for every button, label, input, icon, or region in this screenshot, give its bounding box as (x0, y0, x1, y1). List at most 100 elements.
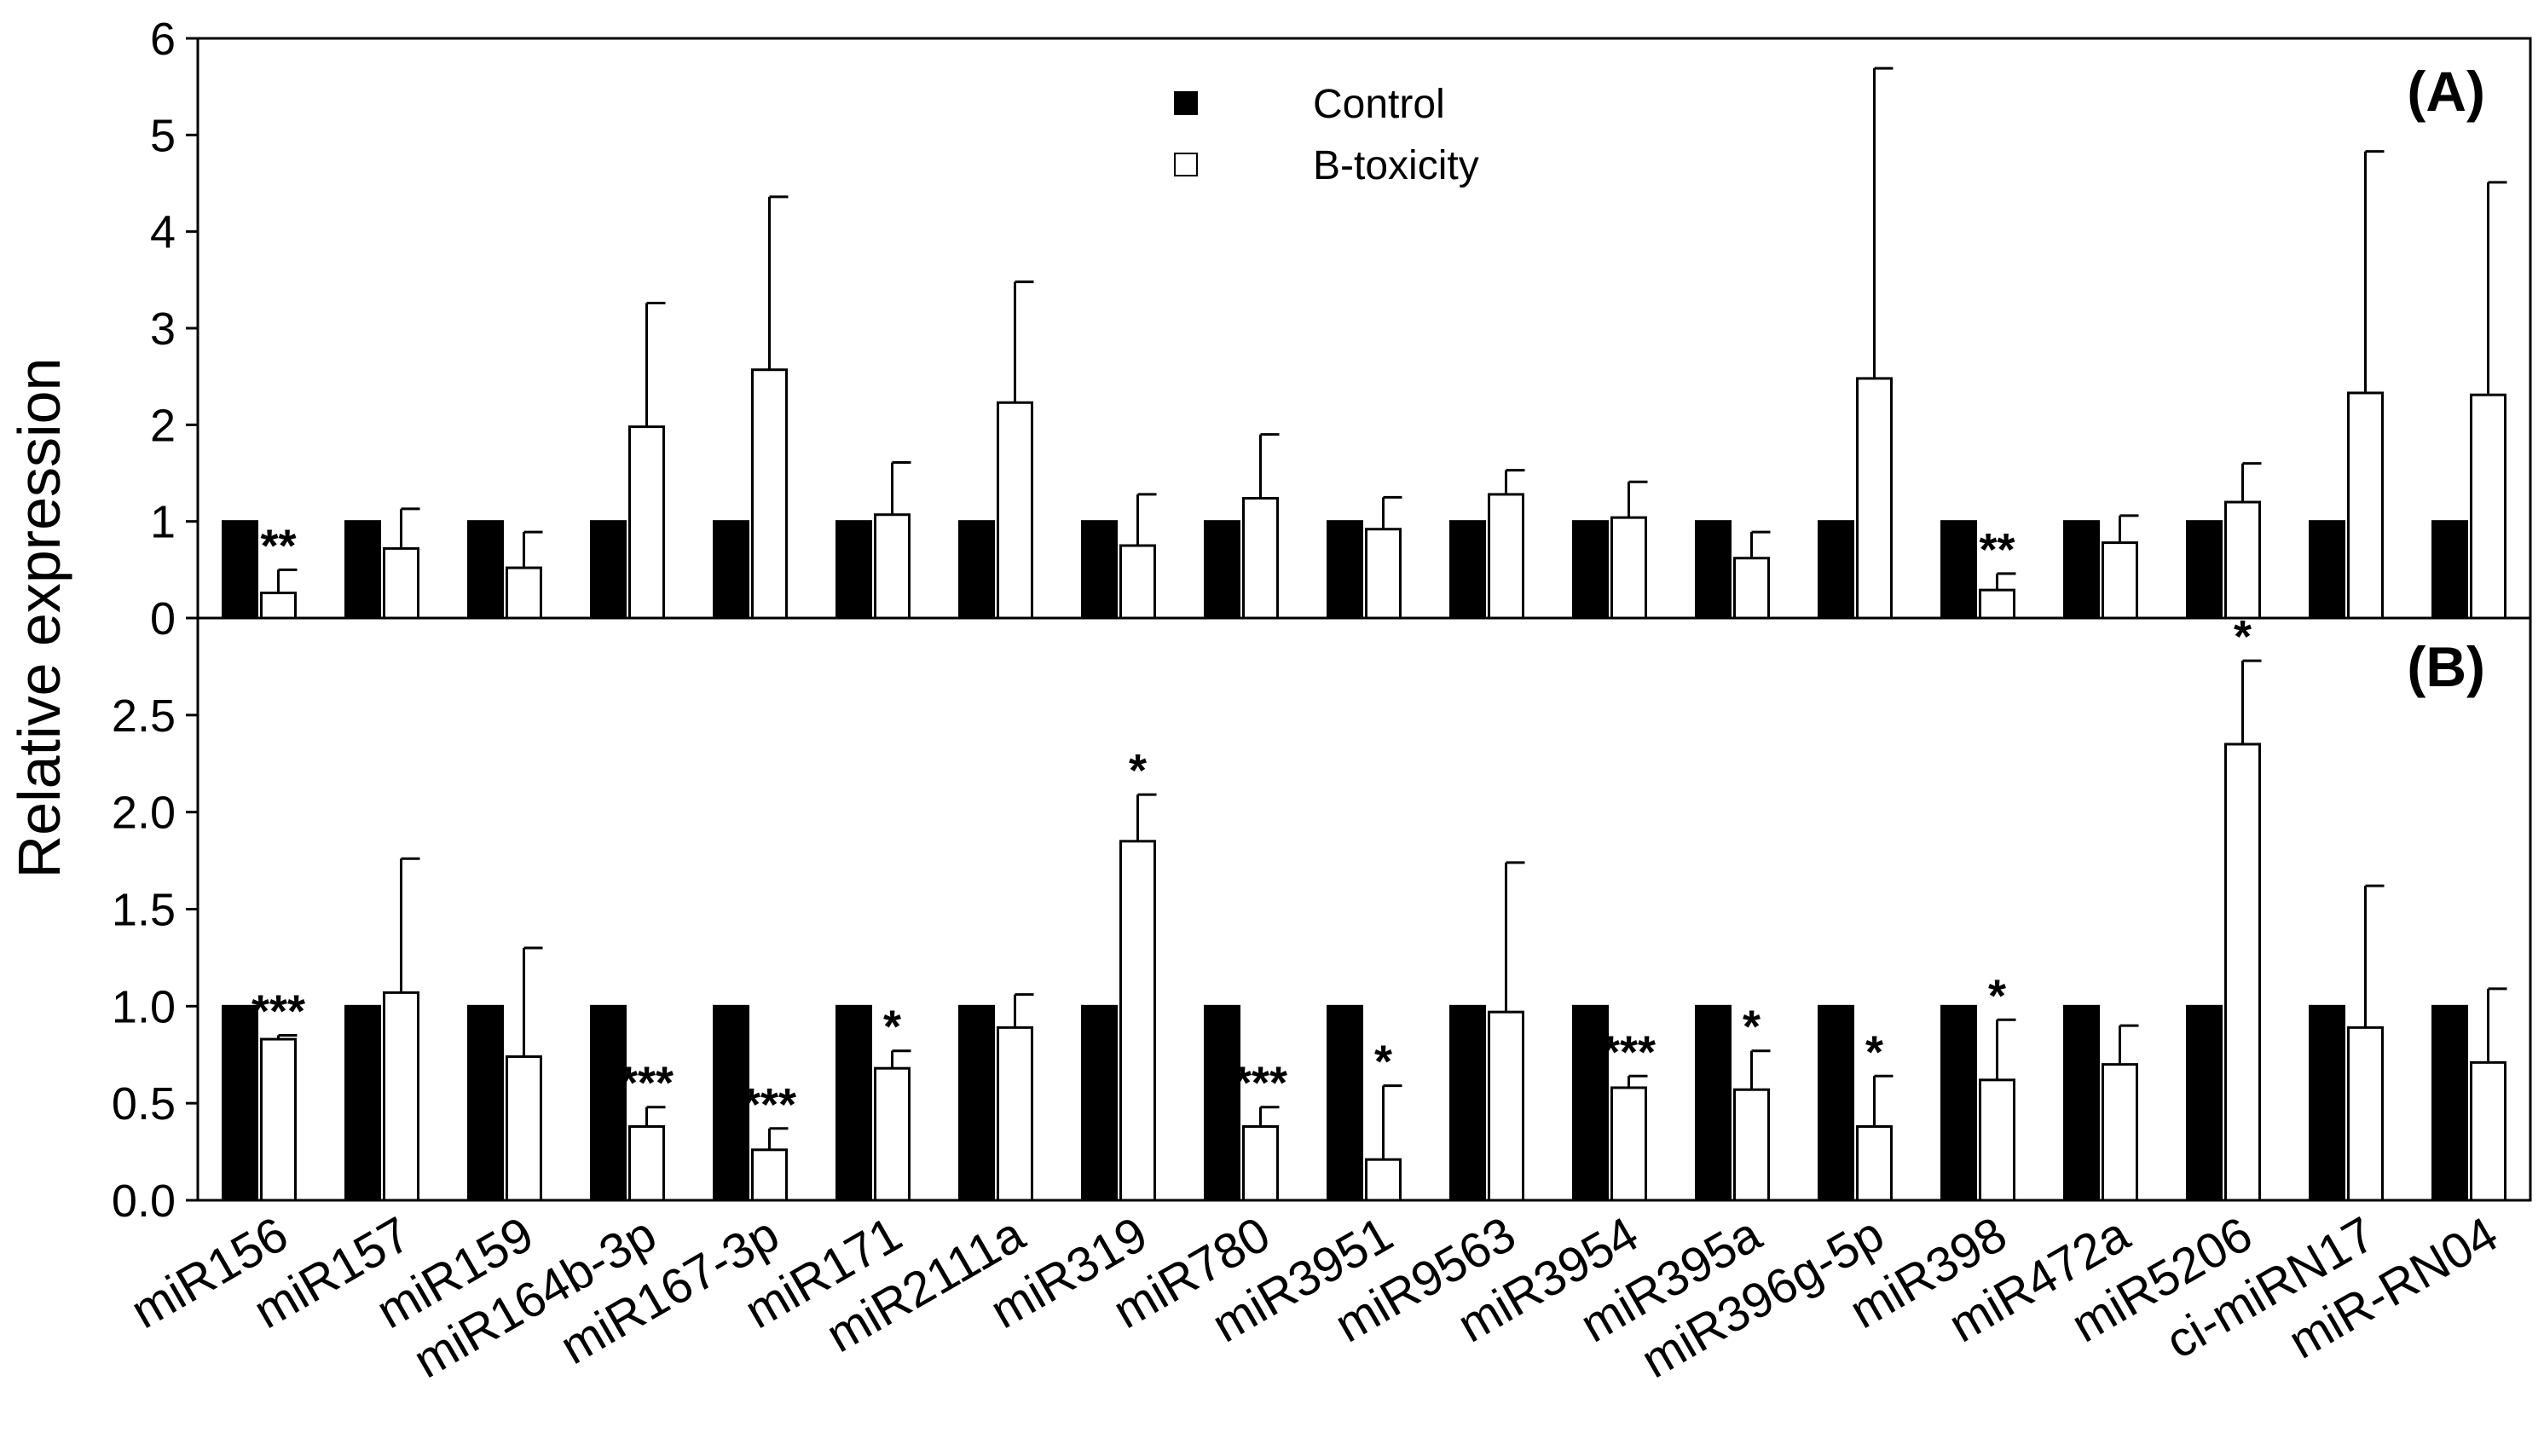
bar-control (222, 520, 258, 620)
bar-b-toxicity (1610, 1086, 1647, 1202)
bar-control (2063, 1004, 2100, 1202)
bar-b-toxicity (874, 513, 911, 620)
bar-b-toxicity (997, 1026, 1033, 1202)
bar-b-toxicity (751, 368, 788, 620)
bar-control (2309, 1004, 2345, 1202)
bar-control (1695, 1004, 1732, 1202)
bar-b-toxicity (2102, 541, 2138, 620)
y-tick-label: 2 (150, 400, 176, 451)
bar-b-toxicity (1610, 516, 1647, 620)
significance-marker: * (1865, 1026, 1883, 1078)
bar-control (467, 1004, 504, 1202)
bar-control (1818, 520, 1854, 620)
significance-marker: * (1129, 745, 1147, 796)
bar-b-toxicity (2224, 500, 2261, 620)
bar-control (835, 1004, 872, 1202)
bar-b-toxicity (1856, 1124, 1893, 1202)
bar-control (713, 520, 749, 620)
bar-b-toxicity (751, 1148, 788, 1202)
bar-control (1327, 520, 1363, 620)
bar-control (1940, 520, 1977, 620)
bar-b-toxicity (2102, 1063, 2138, 1202)
axes-layer (186, 37, 198, 1202)
bar-control (1204, 1004, 1240, 1202)
bar-b-toxicity (1119, 544, 1156, 620)
bar-control (713, 1004, 749, 1202)
bar-b-toxicity (1856, 377, 1893, 620)
bar-control (2063, 520, 2100, 620)
significance-marker: *** (620, 1058, 674, 1109)
bar-control (2186, 1004, 2223, 1202)
bar-control (1449, 520, 1486, 620)
bar-b-toxicity (2224, 742, 2261, 1202)
bar-control (1204, 520, 1240, 620)
bar-b-toxicity (1365, 528, 1402, 620)
significance-marker: * (1743, 1002, 1761, 1053)
panel-frames (196, 37, 2532, 1202)
y-tick-label: 0.5 (112, 1078, 176, 1130)
bar-b-toxicity (1733, 1088, 1770, 1202)
y-axis-title: Relative expression (6, 358, 72, 879)
bar-b-toxicity (383, 991, 419, 1202)
y-tick-label: 1 (150, 497, 176, 548)
legend: Control B-toxicity (1174, 82, 1479, 188)
bar-control (1449, 1004, 1486, 1202)
bar-b-toxicity (997, 401, 1033, 620)
significance-marker: *** (252, 985, 305, 1037)
significance-marker: * (1988, 970, 2006, 1021)
bar-control (590, 1004, 627, 1202)
y-tick-label: 6 (150, 14, 176, 65)
bar-b-toxicity (874, 1066, 911, 1202)
bar-control (2186, 520, 2223, 620)
bar-control (2309, 520, 2345, 620)
bar-control (344, 1004, 381, 1202)
significance-marker: *** (743, 1079, 796, 1130)
panel-a-label: (A) (2407, 60, 2485, 123)
bars-layer (222, 66, 2507, 1202)
bar-b-toxicity (2347, 1026, 2384, 1202)
bar-control (958, 1004, 995, 1202)
significance-marker: ** (1979, 524, 2015, 575)
bar-b-toxicity (1242, 496, 1279, 620)
legend-swatch-control (1174, 91, 1198, 115)
y-tick-label: 1.5 (112, 885, 176, 936)
bar-control (835, 520, 872, 620)
bar-b-toxicity (628, 1124, 665, 1202)
bar-b-toxicity (628, 425, 665, 620)
bar-b-toxicity (2347, 391, 2384, 620)
bar-control (1572, 520, 1609, 620)
significance-marker: ** (260, 520, 296, 571)
legend-label-b-toxicity: B-toxicity (1313, 143, 1479, 188)
bar-b-toxicity (2470, 1060, 2506, 1202)
legend-label-control: Control (1313, 82, 1445, 127)
bar-control (1940, 1004, 1977, 1202)
legend-swatch-b-toxicity (1174, 153, 1198, 176)
bar-b-toxicity (260, 1037, 297, 1202)
y-tick-label: 0 (150, 593, 176, 644)
bar-b-toxicity (506, 1055, 542, 1202)
y-tick-label: 3 (150, 303, 176, 355)
bar-control (222, 1004, 258, 1202)
bar-b-toxicity (1979, 1078, 2015, 1202)
y-tick-label: 2.0 (112, 788, 176, 839)
significance-marker: *** (1234, 1058, 1287, 1109)
bar-b-toxicity (383, 546, 419, 620)
y-tick-label: 4 (150, 207, 176, 258)
bar-control (958, 520, 995, 620)
bar-b-toxicity (1242, 1124, 1279, 1202)
significance-marker: * (1374, 1037, 1392, 1088)
bar-b-toxicity (2470, 393, 2506, 620)
panel-b-frame (196, 616, 2532, 1202)
panel-b-label: (B) (2407, 635, 2485, 698)
bar-control (2431, 1004, 2468, 1202)
y-tick-label: 1.0 (112, 981, 176, 1032)
bar-b-toxicity (260, 592, 297, 620)
bar-b-toxicity (1488, 493, 1524, 620)
bar-b-toxicity (1488, 1010, 1524, 1202)
y-tick-label: 5 (150, 110, 176, 161)
significance-marker: * (883, 1002, 901, 1053)
bar-control (1572, 1004, 1609, 1202)
significance-marker: * (2234, 611, 2252, 662)
bar-control (1818, 1004, 1854, 1202)
